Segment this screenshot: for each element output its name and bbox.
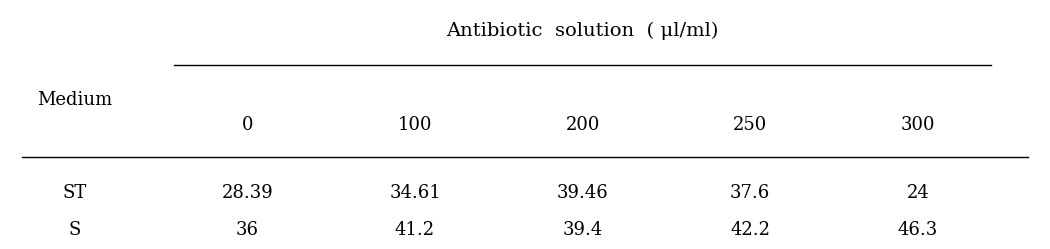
Text: 100: 100 — [398, 116, 433, 133]
Text: ST: ST — [63, 185, 87, 202]
Text: S: S — [68, 221, 81, 239]
Text: 200: 200 — [565, 116, 600, 133]
Text: 39.4: 39.4 — [563, 221, 603, 239]
Text: 300: 300 — [901, 116, 934, 133]
Text: 39.46: 39.46 — [556, 185, 608, 202]
Text: 0: 0 — [242, 116, 253, 133]
Text: 41.2: 41.2 — [395, 221, 435, 239]
Text: 37.6: 37.6 — [730, 185, 771, 202]
Text: Medium: Medium — [37, 91, 112, 109]
Text: 42.2: 42.2 — [730, 221, 770, 239]
Text: 28.39: 28.39 — [222, 185, 273, 202]
Text: 36: 36 — [236, 221, 259, 239]
Text: 250: 250 — [733, 116, 768, 133]
Text: 24: 24 — [906, 185, 929, 202]
Text: Antibiotic  solution  ( μl/ml): Antibiotic solution ( μl/ml) — [446, 22, 719, 40]
Text: 34.61: 34.61 — [390, 185, 441, 202]
Text: 46.3: 46.3 — [898, 221, 938, 239]
